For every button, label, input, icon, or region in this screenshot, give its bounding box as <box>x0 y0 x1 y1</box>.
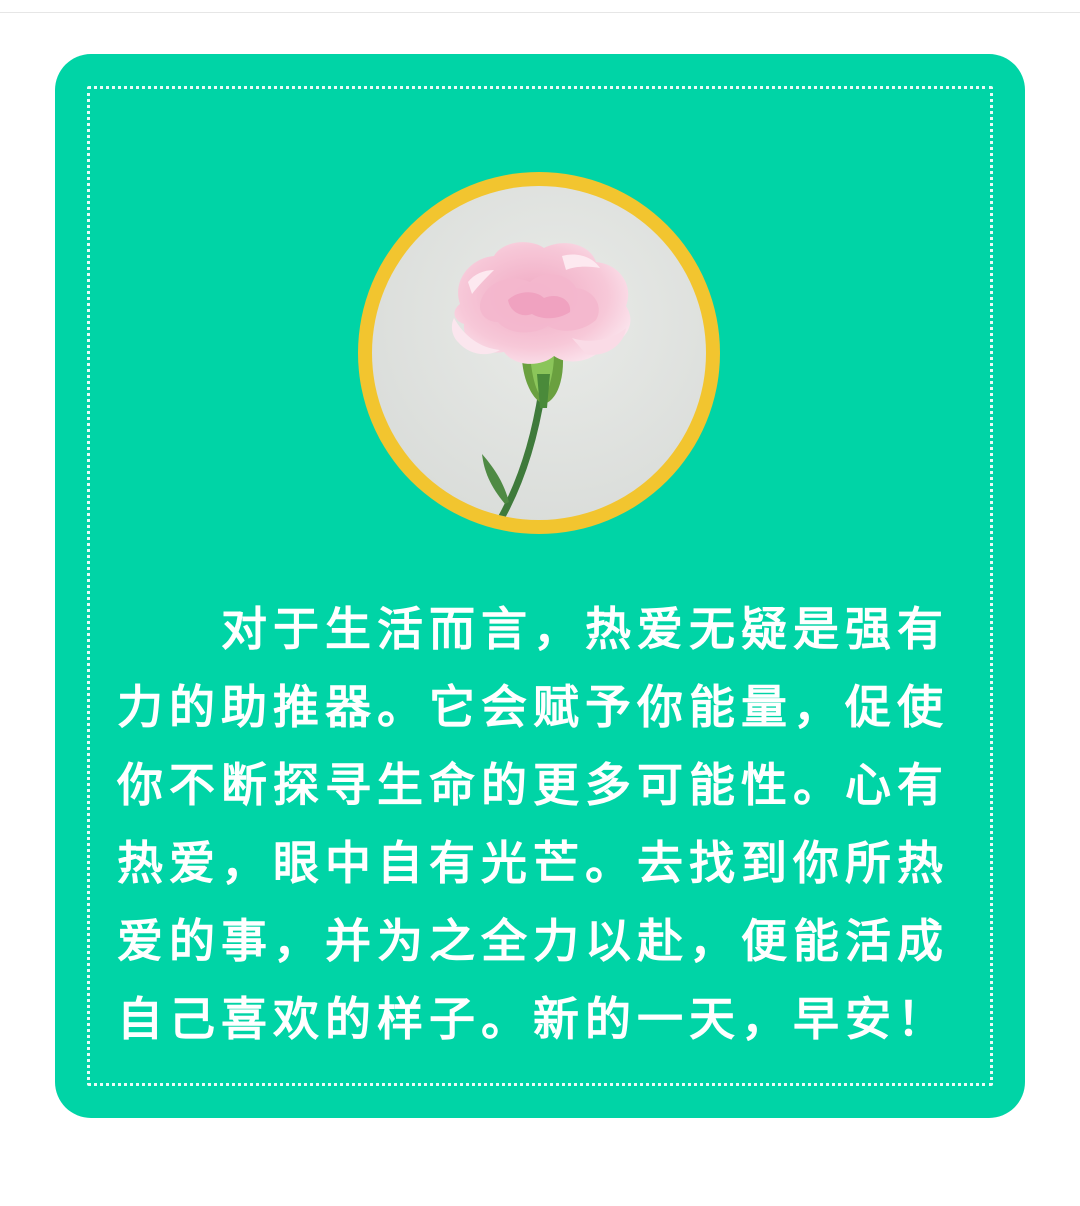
pink-carnation-icon <box>372 186 706 520</box>
greeting-text: 对于生活而言，热爱无疑是强有 力的助推器。它会赋予你能量，促使 你不断探寻生命的… <box>117 590 963 1058</box>
top-divider <box>0 12 1080 13</box>
text-line: 你不断探寻生命的更多可能性。心有 <box>117 758 949 812</box>
text-line: 对于生活而言，热爱无疑是强有 <box>221 602 949 656</box>
text-line: 力的助推器。它会赋予你能量，促使 <box>117 680 949 734</box>
text-line: 自己喜欢的样子。新的一天，早安！ <box>117 992 949 1046</box>
flower-photo-ring <box>358 172 720 534</box>
dotted-frame <box>87 86 993 1086</box>
greeting-card: 对于生活而言，热爱无疑是强有 力的助推器。它会赋予你能量，促使 你不断探寻生命的… <box>55 54 1025 1118</box>
text-line: 热爱，眼中自有光芒。去找到你所热 <box>117 836 949 890</box>
text-line: 爱的事，并为之全力以赴，便能活成 <box>117 914 949 968</box>
